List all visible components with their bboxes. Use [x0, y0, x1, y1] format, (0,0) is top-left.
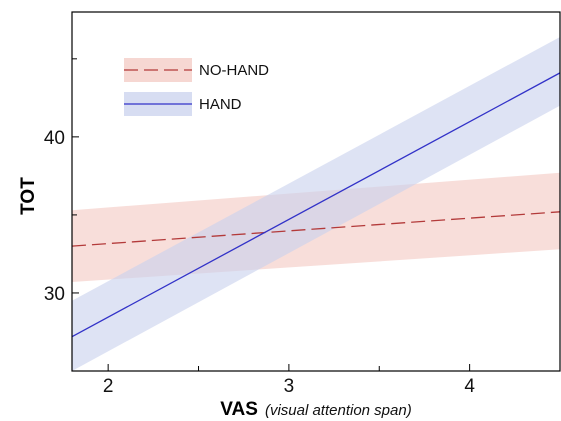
y-tick-label: 30 [44, 284, 65, 305]
band-hand [72, 36, 560, 372]
legend-item-no-hand: NO-HAND [124, 58, 269, 82]
legend-label: NO-HAND [199, 62, 269, 79]
y-tick-label: 40 [44, 128, 65, 149]
series-lines [71, 72, 561, 338]
y-axis-label: TOT [18, 177, 39, 215]
x-axis-label-detail: (visual attention span) [265, 402, 412, 419]
line-no-hand [71, 211, 561, 247]
x-axis-label-wrap: VAS (visual attention span) [220, 399, 411, 420]
legend-item-hand: HAND [124, 92, 242, 116]
x-axis-label: VAS [220, 399, 258, 420]
line-hand [71, 72, 561, 338]
legend: NO-HAND HAND [124, 58, 269, 116]
x-tick-label: 4 [464, 376, 475, 397]
confidence-bands [72, 36, 560, 372]
legend-label: HAND [199, 96, 242, 113]
x-tick-label: 3 [284, 376, 295, 397]
axis-ticks: 2 3 4 30 40 [44, 58, 475, 397]
x-tick-label: 2 [103, 376, 114, 397]
plot-frame [71, 11, 561, 372]
